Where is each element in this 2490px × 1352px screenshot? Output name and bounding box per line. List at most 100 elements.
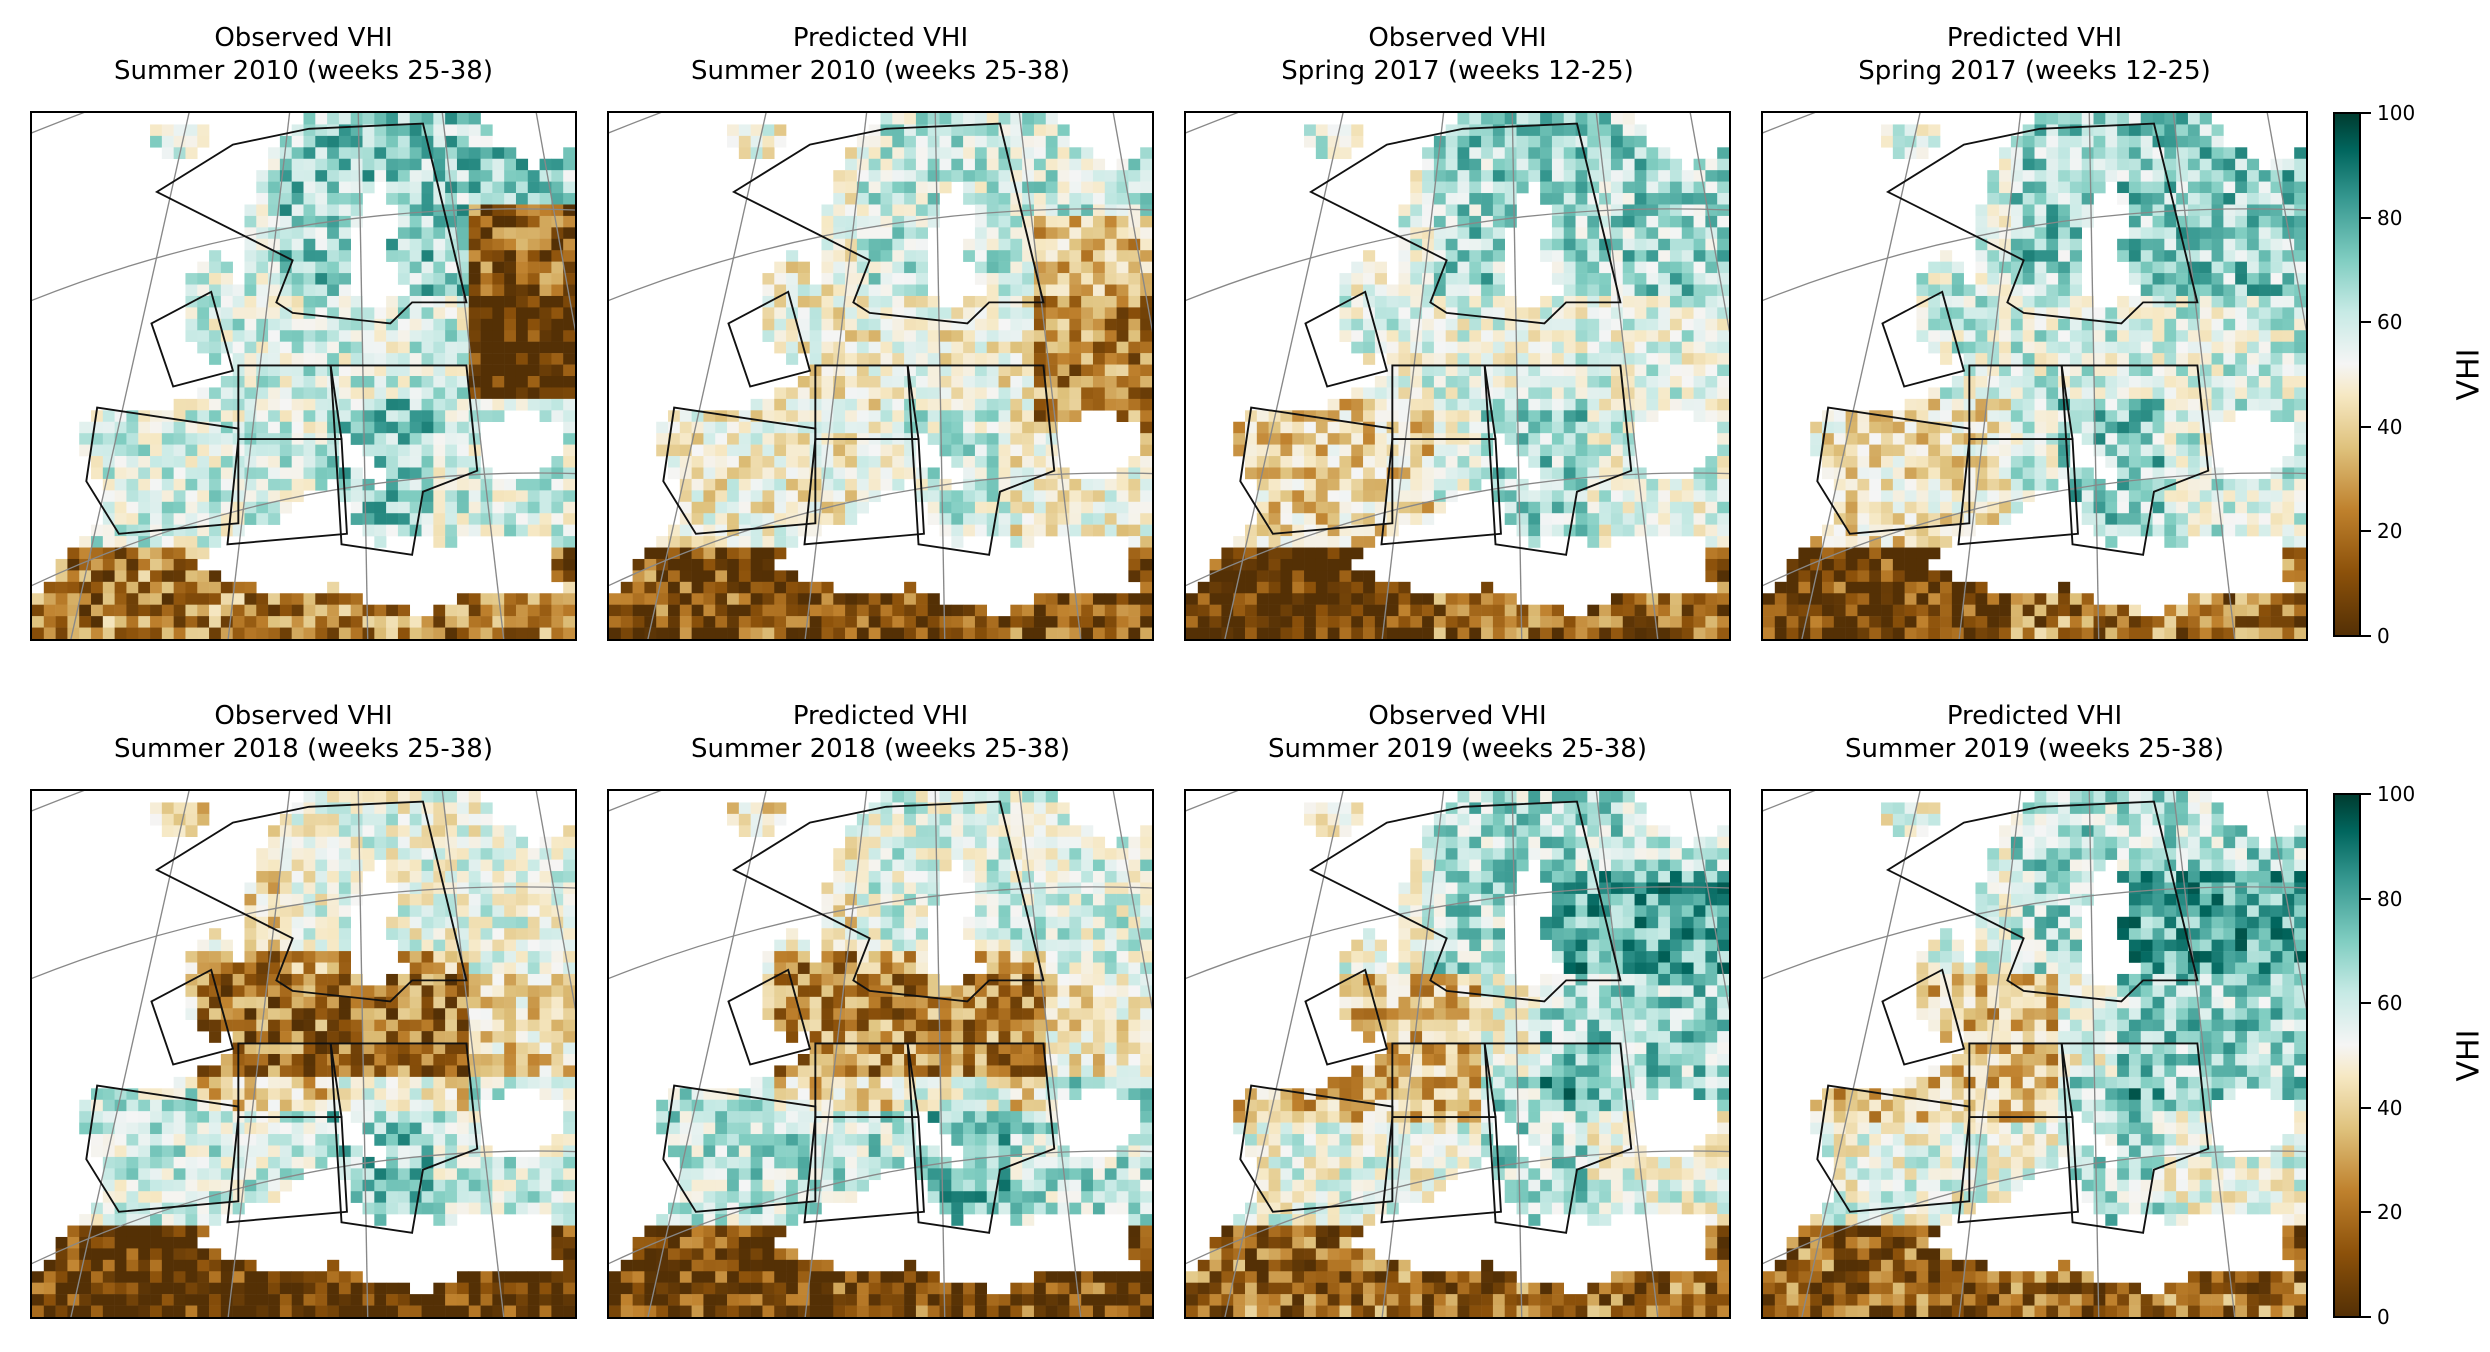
vhi-cell — [1540, 616, 1553, 628]
vhi-cell — [1104, 341, 1117, 354]
vhi-cell — [161, 467, 174, 480]
vhi-cell — [256, 627, 269, 639]
vhi-cell — [1575, 215, 1588, 228]
vhi-cell — [445, 273, 458, 285]
vhi-cell — [856, 387, 869, 400]
vhi-cell — [1681, 295, 1694, 308]
vhi-cell — [1022, 398, 1035, 411]
vhi-cell — [1292, 570, 1305, 583]
vhi-cell — [1987, 501, 2000, 514]
vhi-cell — [527, 478, 540, 491]
vhi-cell — [892, 250, 905, 262]
vhi-cell — [738, 604, 751, 617]
vhi-cell — [1551, 170, 1565, 182]
vhi-cell — [126, 456, 139, 468]
vhi-cell — [1268, 444, 1281, 457]
vhi-cell — [998, 421, 1011, 434]
vhi-cell — [79, 604, 92, 617]
vhi-cell — [1705, 273, 1718, 285]
vhi-cell — [774, 421, 787, 434]
vhi-cell — [1386, 284, 1399, 297]
vhi-cell — [197, 410, 210, 423]
vhi-cell — [1033, 181, 1047, 194]
vhi-cell — [986, 376, 999, 388]
vhi-cell — [1551, 513, 1565, 525]
vhi-cell — [197, 524, 210, 537]
vhi-cell — [904, 593, 917, 605]
vhi-cell — [1693, 376, 1706, 388]
vhi-cell — [880, 387, 893, 400]
vhi-cell — [315, 353, 328, 365]
vhi-cell — [2022, 158, 2035, 171]
vhi-cell — [504, 341, 517, 354]
vhi-cell — [161, 456, 174, 468]
vhi-cell — [892, 170, 905, 182]
vhi-cell — [1140, 193, 1152, 205]
vhi-cell — [1951, 433, 1964, 445]
vhi-cell — [1339, 627, 1352, 639]
vhi-cell — [750, 593, 763, 605]
vhi-cell — [1457, 456, 1470, 468]
vhi-cell — [456, 261, 470, 274]
region-box — [85, 406, 240, 535]
vhi-cell — [2069, 227, 2082, 240]
vhi-cell — [468, 513, 481, 525]
vhi-cell — [774, 456, 787, 468]
vhi-cell — [1798, 593, 1811, 605]
vhi-cell — [927, 147, 940, 160]
vhi-cell — [2022, 341, 2035, 354]
vhi-cell — [833, 410, 846, 423]
vhi-cell — [1833, 536, 1846, 548]
vhi-cell — [409, 250, 422, 262]
vhi-cell — [1916, 456, 1929, 468]
vhi-cell — [1575, 467, 1588, 480]
vhi-cell — [1022, 433, 1035, 445]
vhi-cell — [1374, 433, 1387, 445]
vhi-cell — [2046, 147, 2059, 160]
vhi-cell — [703, 604, 716, 617]
vhi-cell — [915, 318, 928, 331]
vhi-cell — [1634, 387, 1647, 400]
vhi-cell — [1022, 227, 1035, 240]
vhi-cell — [327, 238, 340, 251]
vhi-cell — [1540, 170, 1553, 182]
vhi-cell — [209, 433, 222, 445]
vhi-cell — [374, 124, 387, 137]
vhi-cell — [951, 307, 964, 320]
vhi-cell — [1221, 547, 1234, 560]
vhi-cell — [1116, 376, 1129, 388]
vhi-cell — [1705, 387, 1718, 400]
vhi-cell — [1022, 376, 1035, 388]
vhi-cell — [1398, 478, 1411, 491]
vhi-cell — [1433, 147, 1446, 160]
vhi-cell — [1516, 433, 1529, 445]
vhi-cell — [845, 398, 858, 411]
vhi-cell — [809, 295, 822, 308]
vhi-cell — [1140, 444, 1152, 457]
vhi-cell — [1410, 456, 1423, 468]
vhi-cell — [797, 524, 810, 537]
vhi-cell — [1563, 261, 1576, 274]
vhi-cell — [715, 536, 728, 548]
vhi-cell — [927, 295, 940, 308]
vhi-cell — [1116, 295, 1129, 308]
vhi-cell — [927, 627, 940, 639]
vhi-cell — [362, 158, 375, 171]
vhi-cell — [327, 170, 340, 182]
vhi-cell — [1798, 547, 1811, 560]
vhi-cell — [1528, 536, 1541, 548]
vhi-cell — [279, 490, 292, 503]
vhi-cell — [551, 547, 564, 560]
region-box — [727, 290, 812, 388]
vhi-cell — [456, 467, 470, 480]
vhi-cell — [1975, 273, 1988, 285]
vhi-cell — [1528, 421, 1541, 434]
vhi-cell — [291, 330, 304, 342]
vhi-cell — [1069, 181, 1082, 194]
vhi-cell — [1904, 421, 1917, 434]
vhi-cell — [2117, 513, 2130, 525]
vhi-cell — [1433, 501, 1446, 514]
vhi-cell — [750, 444, 763, 457]
vhi-cell — [1327, 570, 1340, 583]
vhi-cell — [1280, 456, 1293, 468]
